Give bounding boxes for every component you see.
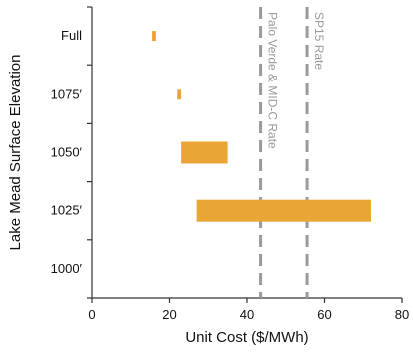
y-axis-title: Lake Mead Surface Elevation [7,55,24,251]
x-tick-label: 20 [162,307,176,322]
reference-line-label: Palo Verde & MID-C Rate [266,12,280,149]
y-ticks: Full 1075′ 1050′ 1025′ 1000′ [51,6,92,299]
y-tick-label: Full [61,28,82,43]
range-bar [152,31,156,42]
y-tick-label: 1000′ [51,261,83,276]
range-bar [181,141,228,164]
bars [152,31,371,222]
range-bar [177,89,182,100]
axes [91,7,402,299]
y-tick-label: 1075′ [51,86,83,101]
x-tick-label: 60 [317,307,331,322]
x-tick-label: 40 [240,307,254,322]
x-tick-label: 0 [88,307,95,322]
reference-lines: Palo Verde & MID-C Rate SP15 Rate [259,7,326,298]
x-ticks: 0 20 40 60 80 [88,298,409,322]
reference-line-label: SP15 Rate [312,12,326,70]
range-bar [196,199,371,222]
y-tick-label: 1050′ [51,145,83,160]
x-axis-title: Unit Cost ($/MWh) [185,329,308,346]
x-tick-label: 80 [395,307,409,322]
y-tick-label: 1025′ [51,203,83,218]
